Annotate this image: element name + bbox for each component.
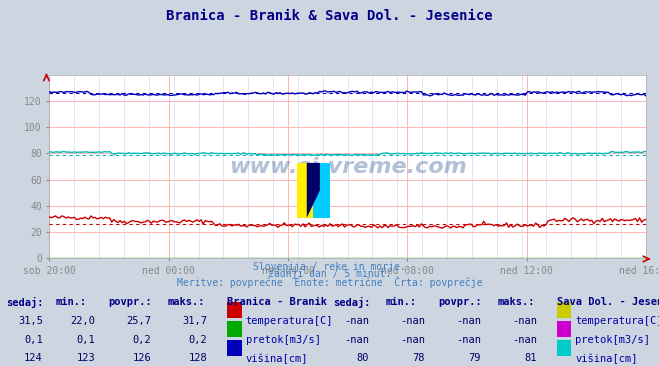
Text: www.si-vreme.com: www.si-vreme.com [229,157,467,176]
Text: 25,7: 25,7 [127,315,152,326]
Text: sedaj:: sedaj: [7,297,44,308]
Text: 0,2: 0,2 [133,335,152,344]
Bar [313,163,330,218]
Text: višina[cm]: višina[cm] [246,354,308,364]
Text: -nan: -nan [344,315,369,326]
Text: Sava Dol. - Jesenice: Sava Dol. - Jesenice [557,297,659,307]
Bar [227,302,242,318]
Bar [227,340,242,356]
Text: 0,1: 0,1 [77,335,96,344]
Bar [557,302,571,318]
Text: -nan: -nan [400,335,425,344]
Text: 0,2: 0,2 [189,335,208,344]
Text: -nan: -nan [456,335,481,344]
Polygon shape [307,163,320,218]
Text: 123: 123 [77,354,96,363]
Text: 0,1: 0,1 [24,335,43,344]
Text: pretok[m3/s]: pretok[m3/s] [575,335,650,344]
Text: -nan: -nan [512,315,537,326]
Bar [557,340,571,356]
Text: temperatura[C]: temperatura[C] [575,315,659,326]
Text: min.:: min.: [386,297,416,307]
Text: Meritve: povprečne  Enote: metrične  Črta: povprečje: Meritve: povprečne Enote: metrične Črta:… [177,276,482,288]
Text: povpr.:: povpr.: [438,297,482,307]
Text: Slovenija / reke in morje.: Slovenija / reke in morje. [253,262,406,272]
Text: -nan: -nan [512,335,537,344]
Text: Branica - Branik & Sava Dol. - Jesenice: Branica - Branik & Sava Dol. - Jesenice [166,9,493,23]
Text: 81: 81 [525,354,537,363]
Text: -nan: -nan [344,335,369,344]
Text: 124: 124 [24,354,43,363]
Text: Branica - Branik: Branica - Branik [227,297,328,307]
Text: 79: 79 [469,354,481,363]
Bar [557,321,571,337]
Text: min.:: min.: [56,297,87,307]
Text: temperatura[C]: temperatura[C] [246,315,333,326]
Text: povpr.:: povpr.: [109,297,152,307]
Text: 22,0: 22,0 [71,315,96,326]
Text: 126: 126 [133,354,152,363]
Text: maks.:: maks.: [498,297,535,307]
Text: pretok[m3/s]: pretok[m3/s] [246,335,321,344]
Bar [297,163,313,218]
Bar [227,321,242,337]
Text: -nan: -nan [400,315,425,326]
Text: 80: 80 [357,354,369,363]
Text: 78: 78 [413,354,425,363]
Text: 31,7: 31,7 [183,315,208,326]
Text: 128: 128 [189,354,208,363]
Text: višina[cm]: višina[cm] [575,354,638,364]
Text: zadnji dan / 5 minut.: zadnji dan / 5 minut. [268,269,391,279]
Text: sedaj:: sedaj: [333,297,370,308]
Text: 31,5: 31,5 [18,315,43,326]
Text: -nan: -nan [456,315,481,326]
Text: maks.:: maks.: [168,297,206,307]
